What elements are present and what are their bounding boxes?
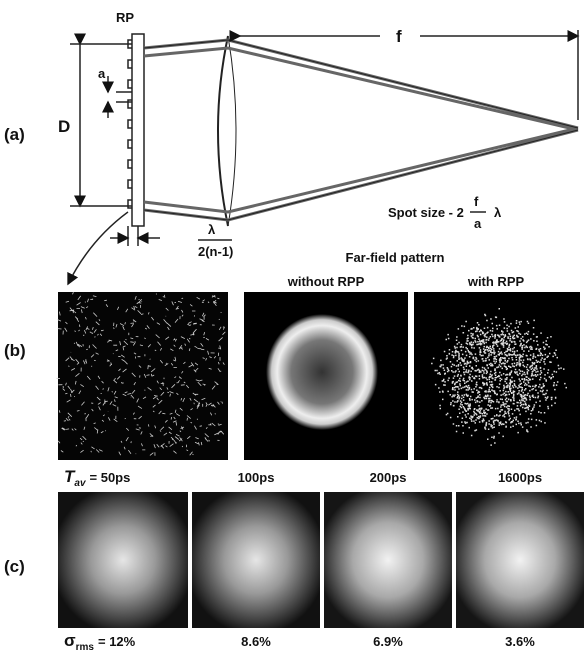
symbol: σ [64, 631, 76, 650]
spot-size: Spot size - 2 [388, 205, 464, 220]
panel-label: (c) [4, 557, 25, 576]
far-field-title: Far-field pattern [346, 250, 445, 265]
far-field-spot [266, 314, 378, 430]
rp-label: RP [116, 10, 134, 25]
rpp-phase-image [58, 292, 228, 460]
panel-label: (b) [4, 341, 26, 360]
rms-label: σrms= 12% [64, 631, 136, 653]
time-value: = 50ps [90, 470, 131, 485]
spot-suffix: λ [494, 205, 502, 220]
d-label: D [58, 117, 70, 136]
subscript: av [74, 478, 87, 489]
column-label: with RPP [467, 274, 525, 289]
time-label: 1600ps [498, 470, 542, 485]
time-label: 100ps [238, 470, 275, 485]
a-label: a [98, 66, 106, 81]
spot-numerator: f [474, 194, 479, 209]
time-label: Tav= 50ps [64, 467, 130, 489]
subscript: rms [76, 642, 95, 653]
panel-label: (a) [4, 125, 25, 144]
optics-diagram [68, 30, 578, 284]
step-numerator: λ [208, 222, 216, 237]
f-label: f [396, 27, 402, 46]
column-label: without RPP [287, 274, 365, 289]
time-label: 200ps [370, 470, 407, 485]
spot-denominator: a [474, 216, 482, 231]
rms-label: 3.6% [505, 634, 535, 649]
rms-label: 8.6% [241, 634, 271, 649]
averaged-images [58, 492, 584, 628]
rms-label: 6.9% [373, 634, 403, 649]
rms-value: = 12% [98, 634, 136, 649]
figure: (a) (b) (c) RP a D f λ 2(n-1) Spot size … [0, 0, 584, 654]
step-denominator: 2(n-1) [198, 244, 233, 259]
